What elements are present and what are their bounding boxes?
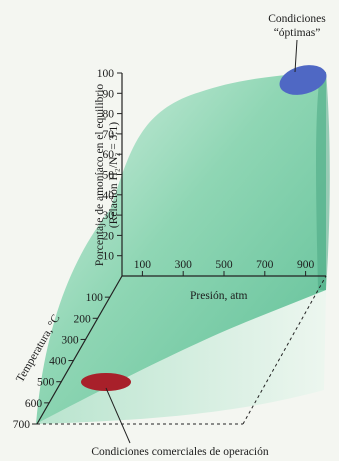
x-tick-label: 100 bbox=[134, 259, 152, 271]
x-tick-label: 300 bbox=[175, 259, 193, 271]
temperature-tick-label: 400 bbox=[49, 356, 67, 368]
y-tick-label: 10 bbox=[103, 251, 115, 263]
x-axis-label: Presión, atm bbox=[190, 290, 248, 302]
optimal-label-line1: Condiciones bbox=[268, 13, 326, 25]
temperature-tick-label: 500 bbox=[37, 377, 55, 389]
optimal-label-line2: “óptimas” bbox=[274, 27, 321, 39]
temperature-axis bbox=[36, 275, 123, 425]
optimal-conditions-region bbox=[279, 65, 327, 95]
y-tick-label: 50 bbox=[103, 170, 115, 182]
commercial-leader-line bbox=[105, 387, 131, 444]
equilibrium-surface bbox=[36, 72, 326, 424]
y-tick-label: 60 bbox=[103, 149, 115, 161]
base-right-edge bbox=[242, 275, 327, 425]
y-axis-label: Porcentaje de amoníaco en el equilibrio bbox=[94, 84, 106, 267]
y-tick-label: 90 bbox=[103, 88, 115, 100]
optimal-leader-line bbox=[294, 39, 298, 73]
x-tick-label: 500 bbox=[215, 259, 233, 271]
y-tick-label: 20 bbox=[103, 230, 115, 242]
surface-ridge-shadow bbox=[316, 72, 330, 290]
x-tick-label: 900 bbox=[297, 259, 315, 271]
temperature-tick-label: 700 bbox=[13, 419, 31, 431]
x-tick-label: 700 bbox=[256, 259, 274, 271]
temperature-tick-label: 100 bbox=[86, 292, 104, 304]
y-tick-label: 100 bbox=[97, 68, 115, 80]
y-axis-label-ratio: (Relación H₂/N₂ = 3:1) bbox=[108, 122, 120, 228]
commercial-label: Condiciones comerciales de operación bbox=[91, 446, 268, 458]
temperature-tick-label: 200 bbox=[73, 313, 91, 325]
temperature-tick-label: 300 bbox=[61, 334, 79, 346]
y-tick-label: 30 bbox=[103, 210, 115, 222]
y-tick-label: 80 bbox=[103, 109, 115, 121]
temperature-tick-label: 600 bbox=[25, 398, 43, 410]
y-tick-label: 40 bbox=[103, 190, 115, 202]
commercial-conditions-region bbox=[81, 373, 131, 391]
y-tick-label: 70 bbox=[103, 129, 115, 141]
